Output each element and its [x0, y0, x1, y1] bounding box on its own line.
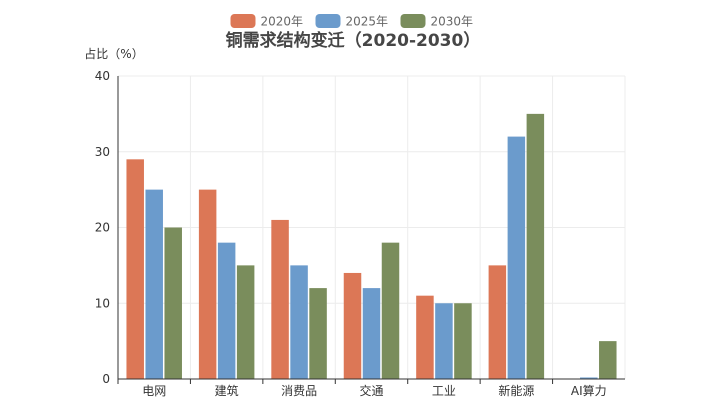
- bar: [435, 303, 453, 379]
- bar: [217, 242, 236, 379]
- x-tick-label: 新能源: [498, 383, 534, 398]
- legend-swatch: [400, 14, 426, 28]
- chart-title: 铜需求结构变迁（2020-2030）: [226, 30, 481, 51]
- bar: [599, 341, 617, 379]
- x-tick-label: 建筑: [215, 383, 239, 398]
- bar: [580, 377, 598, 379]
- x-tick-label: 消费品: [281, 384, 317, 398]
- y-tick-label: 40: [95, 69, 110, 83]
- bar: [198, 189, 217, 379]
- bar: [526, 113, 545, 379]
- legend-swatch: [230, 14, 256, 28]
- bar: [416, 295, 434, 379]
- bar: [236, 265, 255, 379]
- y-axis-label: 占比（%）: [84, 46, 143, 61]
- bar: [362, 288, 381, 379]
- bar: [488, 265, 507, 379]
- bar: [126, 159, 144, 379]
- legend-swatch: [315, 14, 341, 28]
- bar: [271, 219, 289, 379]
- bar: [343, 272, 362, 379]
- bars: [126, 113, 617, 379]
- y-tick-label: 0: [102, 372, 110, 386]
- bar: [454, 303, 472, 379]
- bar: [164, 227, 182, 379]
- bar: [381, 242, 400, 379]
- legend[interactable]: 2020年 2025年 2030年: [230, 14, 474, 29]
- legend-label: 2025年: [346, 15, 389, 29]
- x-tick-label: 工业: [432, 384, 456, 398]
- bar: [507, 136, 526, 379]
- y-tick-label: 20: [95, 221, 110, 235]
- axes: [117, 76, 625, 384]
- legend-label: 2030年: [431, 15, 474, 29]
- y-tick-labels: 0 10 20 30 40: [95, 69, 110, 386]
- x-tick-label: 交通: [359, 383, 383, 398]
- x-tick-labels: 电网 建筑 消费品 交通 工业 新能源 AI算力: [142, 383, 606, 398]
- x-tick-label: AI算力: [571, 383, 607, 398]
- legend-label: 2020年: [261, 15, 304, 29]
- bar: [290, 265, 308, 379]
- y-tick-label: 30: [95, 145, 110, 159]
- bar: [309, 288, 327, 379]
- y-tick-label: 10: [95, 296, 110, 310]
- x-tick-label: 电网: [142, 384, 166, 398]
- bar: [145, 189, 163, 379]
